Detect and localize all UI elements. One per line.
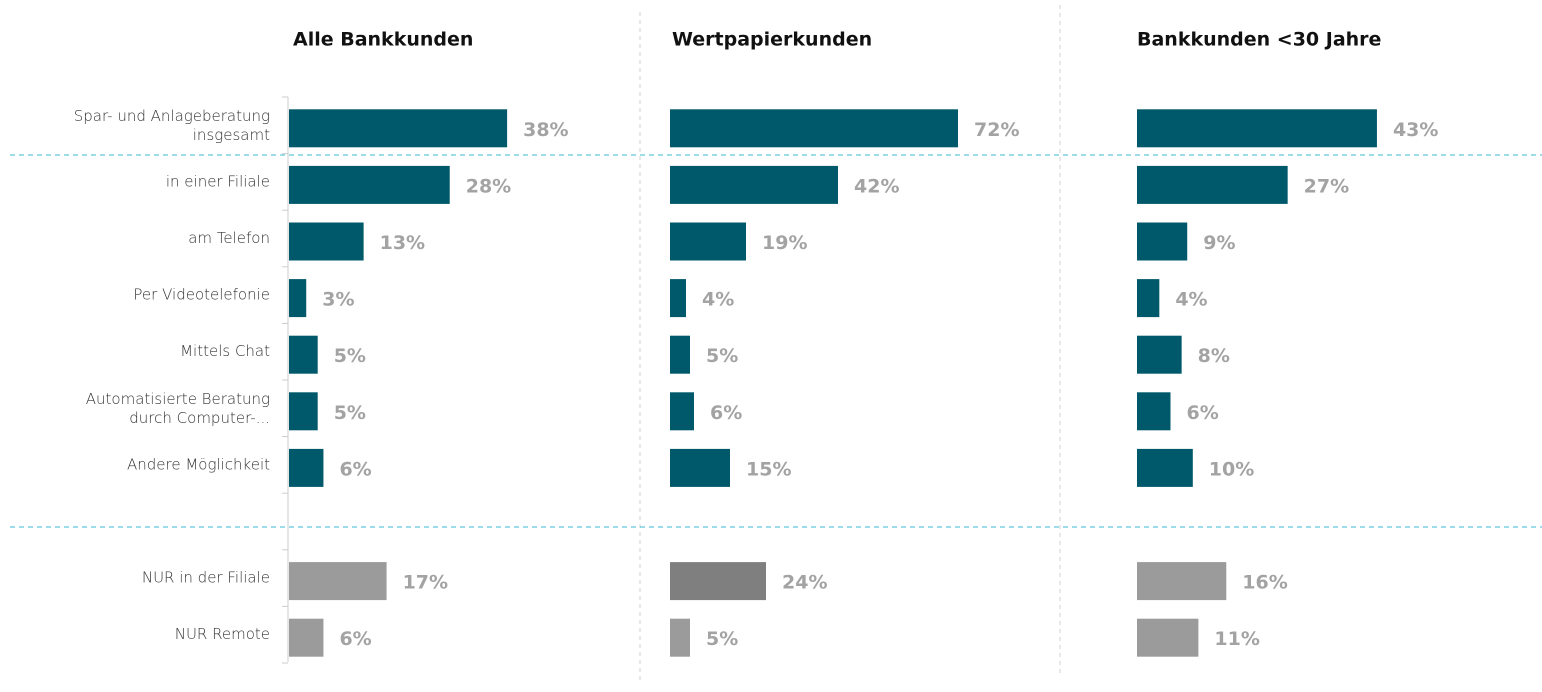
bar <box>670 562 766 601</box>
value-label: 5% <box>334 345 366 367</box>
bar <box>289 279 307 318</box>
bar <box>1137 392 1171 431</box>
value-label: 38% <box>523 119 568 141</box>
value-label: 43% <box>1393 119 1438 141</box>
bar <box>289 562 387 601</box>
bar <box>1137 448 1193 487</box>
bar <box>670 165 838 204</box>
bar <box>670 448 730 487</box>
bar <box>1137 165 1288 204</box>
value-label: 9% <box>1203 232 1235 254</box>
value-label: 8% <box>1198 345 1230 367</box>
bar <box>1137 562 1227 601</box>
bar <box>670 392 694 431</box>
bar <box>1137 109 1377 148</box>
value-label: 11% <box>1214 628 1259 650</box>
bar <box>289 165 450 204</box>
category-label: NUR Remote <box>175 625 270 643</box>
value-label: 24% <box>782 572 827 594</box>
category-label: NUR in der Filiale <box>142 569 270 587</box>
bar <box>1137 279 1160 318</box>
category-label: Spar- und Anlageberatung insgesamt <box>74 106 270 143</box>
bar <box>289 392 318 431</box>
category-label: am Telefon <box>188 229 270 247</box>
bar <box>289 448 324 487</box>
category-label: in einer Filiale <box>166 172 270 190</box>
value-label: 6% <box>339 458 371 480</box>
value-label: 3% <box>322 289 354 311</box>
bar <box>1137 618 1199 657</box>
panel-title: Alle Bankkunden <box>293 29 473 51</box>
value-label: 15% <box>746 458 791 480</box>
bar <box>670 335 690 374</box>
bar <box>1137 335 1182 374</box>
category-label: Automatisierte Beratung durch Computer-..… <box>86 389 270 426</box>
bar <box>670 222 746 261</box>
value-label: 5% <box>706 628 738 650</box>
value-label: 4% <box>702 289 734 311</box>
value-label: 16% <box>1242 572 1287 594</box>
category-label: Mittels Chat <box>180 342 270 360</box>
value-label: 13% <box>380 232 425 254</box>
bar <box>289 109 508 148</box>
value-label: 28% <box>466 175 511 197</box>
panel-title: Bankkunden <30 Jahre <box>1137 29 1381 51</box>
value-label: 10% <box>1209 458 1254 480</box>
value-label: 6% <box>1186 402 1218 424</box>
value-label: 72% <box>974 119 1019 141</box>
value-label: 27% <box>1304 175 1349 197</box>
value-label: 17% <box>403 572 448 594</box>
panel-title: Wertpapierkunden <box>672 29 872 51</box>
value-label: 42% <box>854 175 899 197</box>
category-label: Andere Möglichkeit <box>127 455 270 473</box>
value-label: 6% <box>710 402 742 424</box>
bar <box>1137 222 1188 261</box>
bar <box>289 618 324 657</box>
value-label: 19% <box>762 232 807 254</box>
value-label: 5% <box>706 345 738 367</box>
bar <box>289 222 364 261</box>
category-label: Per Videotelefonie <box>133 286 270 304</box>
value-label: 4% <box>1175 289 1207 311</box>
bar <box>289 335 318 374</box>
bar <box>670 279 686 318</box>
bar <box>670 618 690 657</box>
bar <box>670 109 958 148</box>
value-label: 6% <box>339 628 371 650</box>
value-label: 5% <box>334 402 366 424</box>
